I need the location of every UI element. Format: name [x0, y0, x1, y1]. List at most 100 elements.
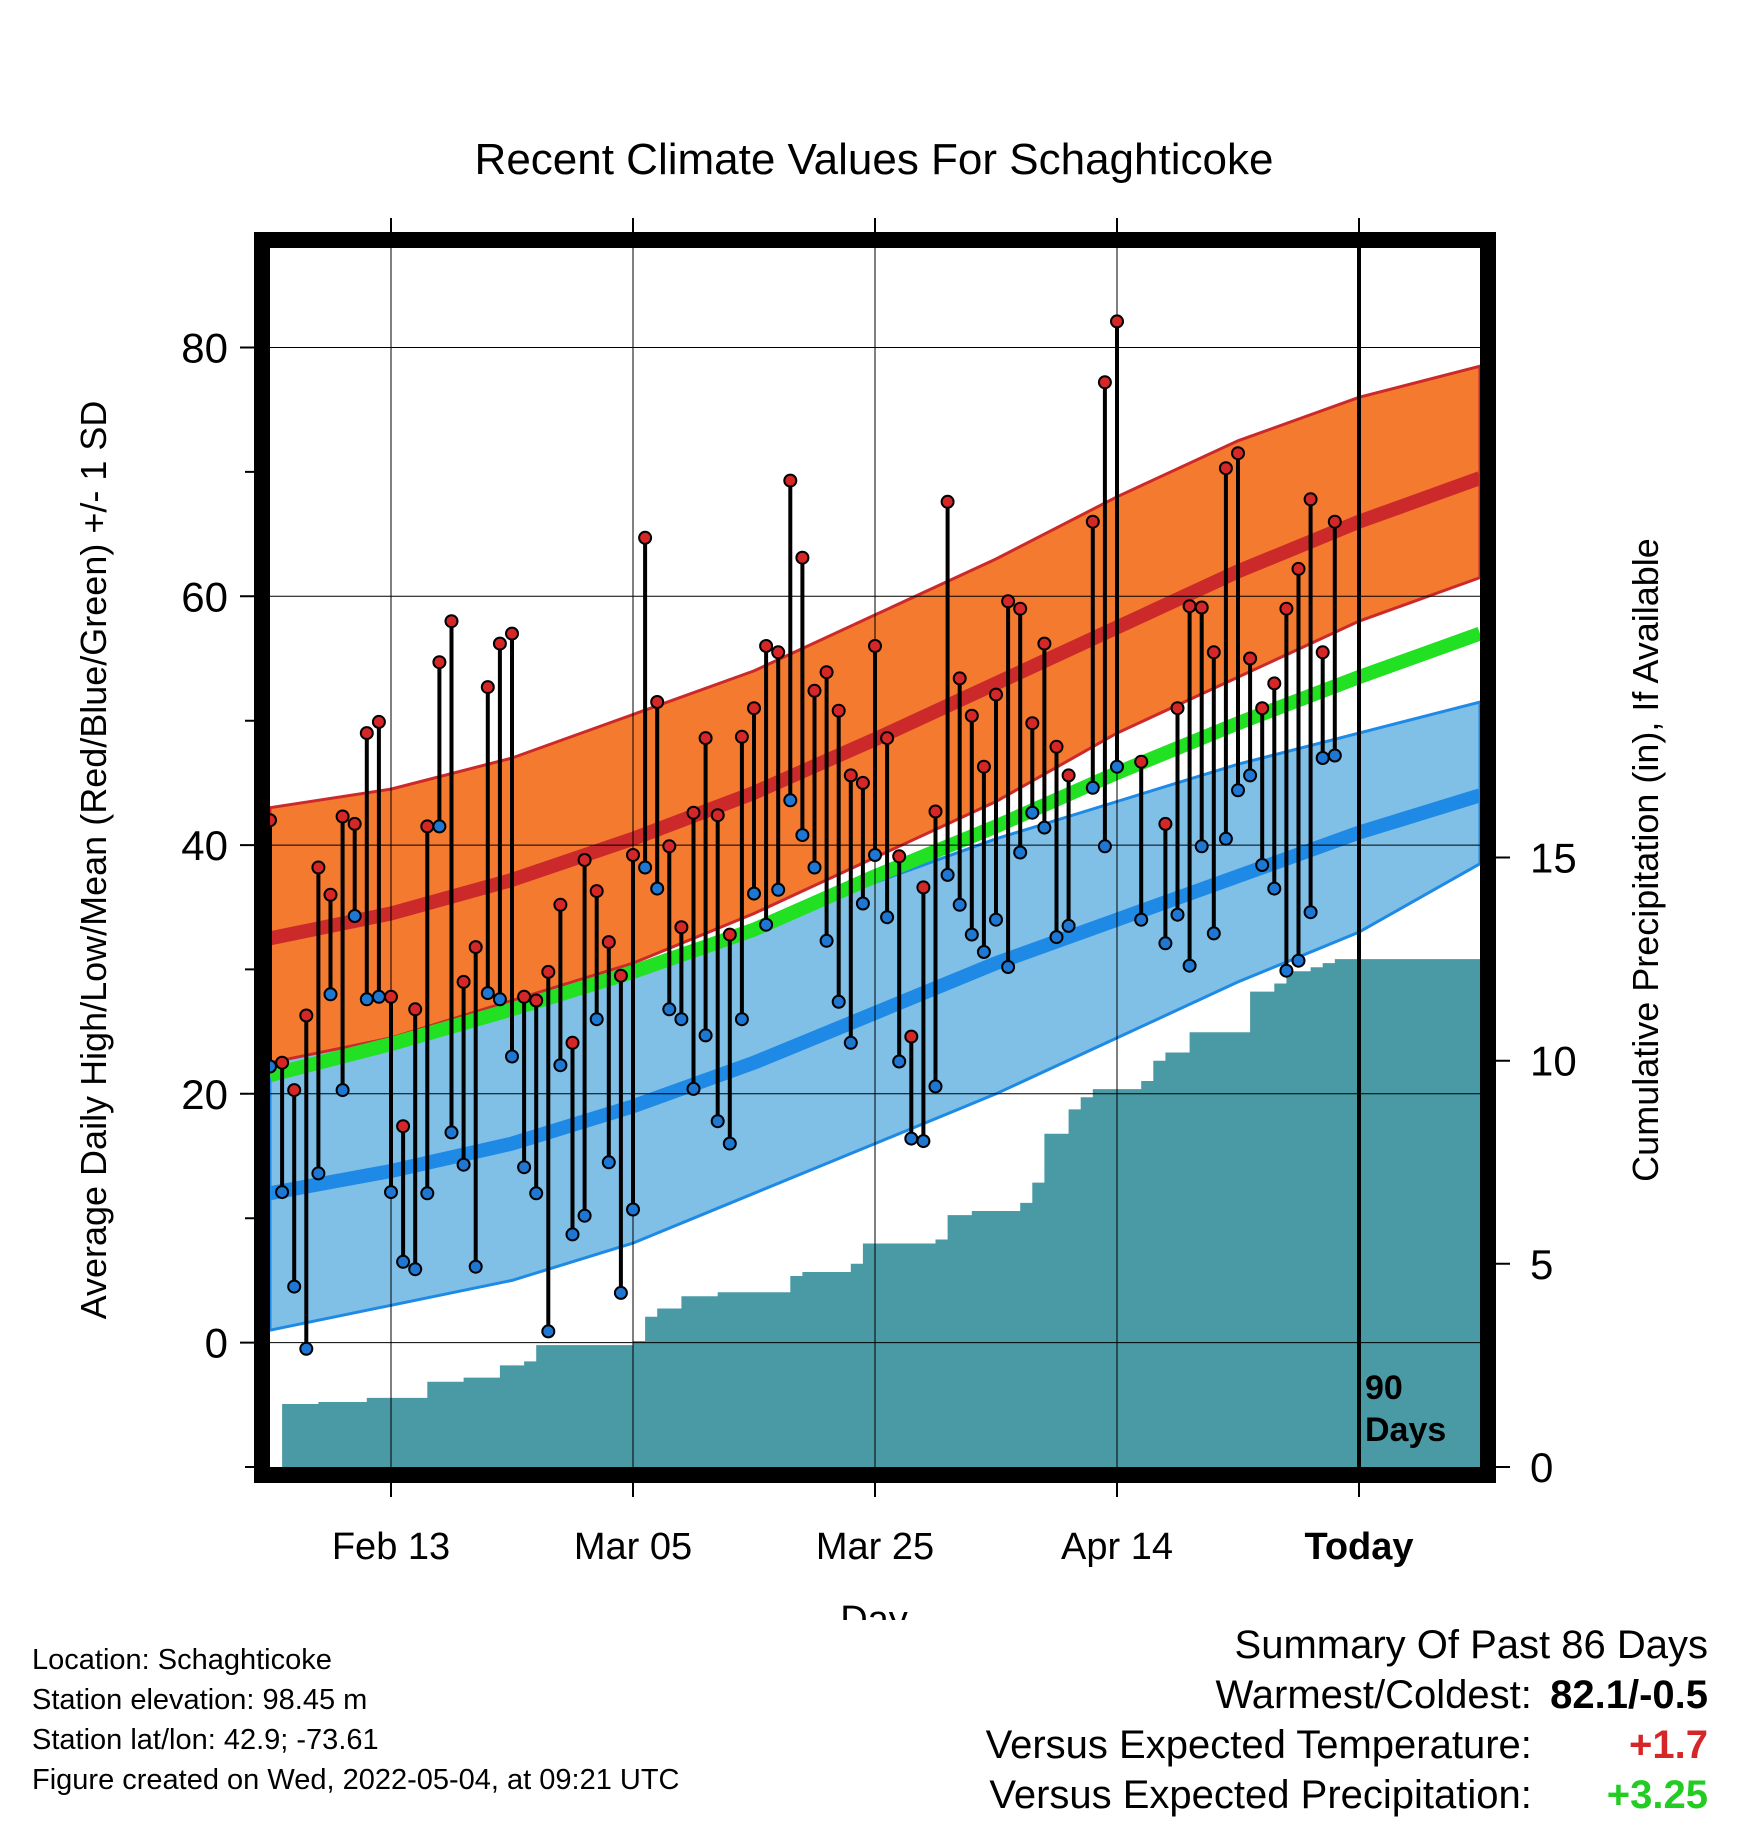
high-point: [275, 1055, 290, 1070]
low-point: [831, 994, 846, 1009]
high-point: [1110, 314, 1124, 329]
low-point: [795, 828, 810, 843]
low-point: [311, 1166, 326, 1181]
low-point: [819, 933, 834, 948]
high-point: [722, 927, 737, 942]
high-point: [976, 759, 991, 774]
high-point: [468, 940, 483, 955]
low-point: [1267, 881, 1282, 896]
low-point: [1255, 858, 1270, 872]
high-point: [1218, 461, 1233, 476]
high-point: [396, 1119, 411, 1134]
high-point: [759, 639, 774, 653]
low-point: [964, 927, 979, 942]
low-point: [323, 987, 338, 1002]
high-point: [529, 993, 544, 1008]
low-point: [1134, 912, 1149, 927]
low-point: [565, 1227, 580, 1242]
high-point: [299, 1008, 314, 1023]
today-days-label: Days: [1365, 1411, 1446, 1449]
high-point: [686, 805, 701, 820]
high-point: [1327, 514, 1342, 529]
high-point: [964, 708, 979, 723]
high-point: [1170, 701, 1185, 716]
high-point: [601, 935, 616, 950]
high-point: [359, 726, 374, 741]
x-tick-label: Today: [1304, 1526, 1413, 1568]
low-point: [468, 1259, 483, 1274]
y2-tick-label: 5: [1530, 1241, 1553, 1288]
y-tick-label: 0: [205, 1320, 228, 1367]
low-point: [1206, 926, 1221, 941]
low-point: [976, 945, 991, 959]
low-point: [359, 992, 374, 1007]
low-point: [698, 1028, 713, 1043]
precip-label: Versus Expected Precipitation:: [989, 1773, 1532, 1817]
summary-warmest-coldest: Warmest/Coldest: 82.1/-0.5: [986, 1670, 1709, 1720]
low-point: [855, 896, 870, 911]
high-point: [1037, 636, 1052, 651]
warmest-coldest-value: 82.1/-0.5: [1550, 1673, 1708, 1717]
high-point: [1255, 701, 1270, 716]
high-point: [1182, 599, 1197, 614]
low-point: [783, 793, 798, 808]
today-days-number: 90: [1365, 1369, 1403, 1407]
low-point: [1097, 839, 1112, 854]
low-point: [1170, 907, 1185, 922]
warmest-coldest-label: Warmest/Coldest:: [1215, 1673, 1532, 1717]
high-point: [408, 1002, 423, 1017]
latlon-text: Station lat/lon: 42.9; -73.61: [32, 1724, 379, 1756]
y-tick-label: 80: [181, 325, 228, 372]
high-point: [1049, 739, 1064, 754]
low-point: [626, 1202, 640, 1217]
high-point: [1013, 601, 1028, 616]
x-tick-label: Apr 14: [1061, 1526, 1173, 1568]
high-point: [311, 860, 326, 875]
high-point: [795, 550, 810, 565]
y2-tick-label: 0: [1530, 1444, 1553, 1491]
high-point: [1001, 594, 1016, 609]
temp-value: +1.7: [1629, 1723, 1708, 1767]
temp-label: Versus Expected Temperature:: [985, 1723, 1532, 1767]
high-point: [892, 849, 907, 864]
high-point: [662, 839, 677, 854]
low-point: [1231, 783, 1245, 798]
summary-heading: Summary Of Past 86 Days: [1234, 1623, 1708, 1667]
low-point: [420, 1186, 435, 1201]
low-point: [1049, 930, 1064, 945]
low-point: [747, 886, 761, 901]
high-point: [734, 729, 749, 744]
high-point: [674, 920, 689, 935]
high-point: [880, 731, 895, 746]
low-point: [1279, 963, 1294, 978]
high-point: [1231, 446, 1245, 461]
high-point: [904, 1029, 919, 1044]
station-info: Location: Schaghticoke Station elevation…: [32, 1640, 680, 1800]
plot-area: 90 Days 0 20 40 60 80 0 5 10 15 Feb 13 Mar 05 Mar 25 A…: [181, 218, 1577, 1568]
x-tick-label: Feb 13: [332, 1526, 450, 1568]
low-point: [1182, 958, 1197, 973]
low-point: [1158, 936, 1173, 951]
high-point: [783, 473, 798, 488]
low-point: [771, 882, 786, 897]
high-point: [1194, 600, 1209, 615]
high-point: [1025, 716, 1040, 731]
low-point: [613, 1285, 628, 1300]
low-point: [553, 1058, 568, 1073]
low-point: [529, 1186, 544, 1201]
high-point: [420, 819, 435, 834]
elevation-text: Station elevation: 98.45 m: [32, 1684, 368, 1716]
low-point: [928, 1079, 943, 1094]
low-point: [880, 910, 895, 925]
high-point: [1315, 645, 1330, 660]
low-point: [843, 1035, 858, 1050]
low-point: [674, 1012, 689, 1027]
high-point: [517, 989, 532, 1004]
low-point: [1025, 805, 1040, 820]
low-point: [299, 1341, 314, 1356]
high-point: [541, 964, 556, 979]
precipitation-area: [270, 959, 1480, 1467]
high-point: [1134, 754, 1149, 769]
high-point: [928, 804, 943, 819]
high-point: [1291, 561, 1306, 576]
